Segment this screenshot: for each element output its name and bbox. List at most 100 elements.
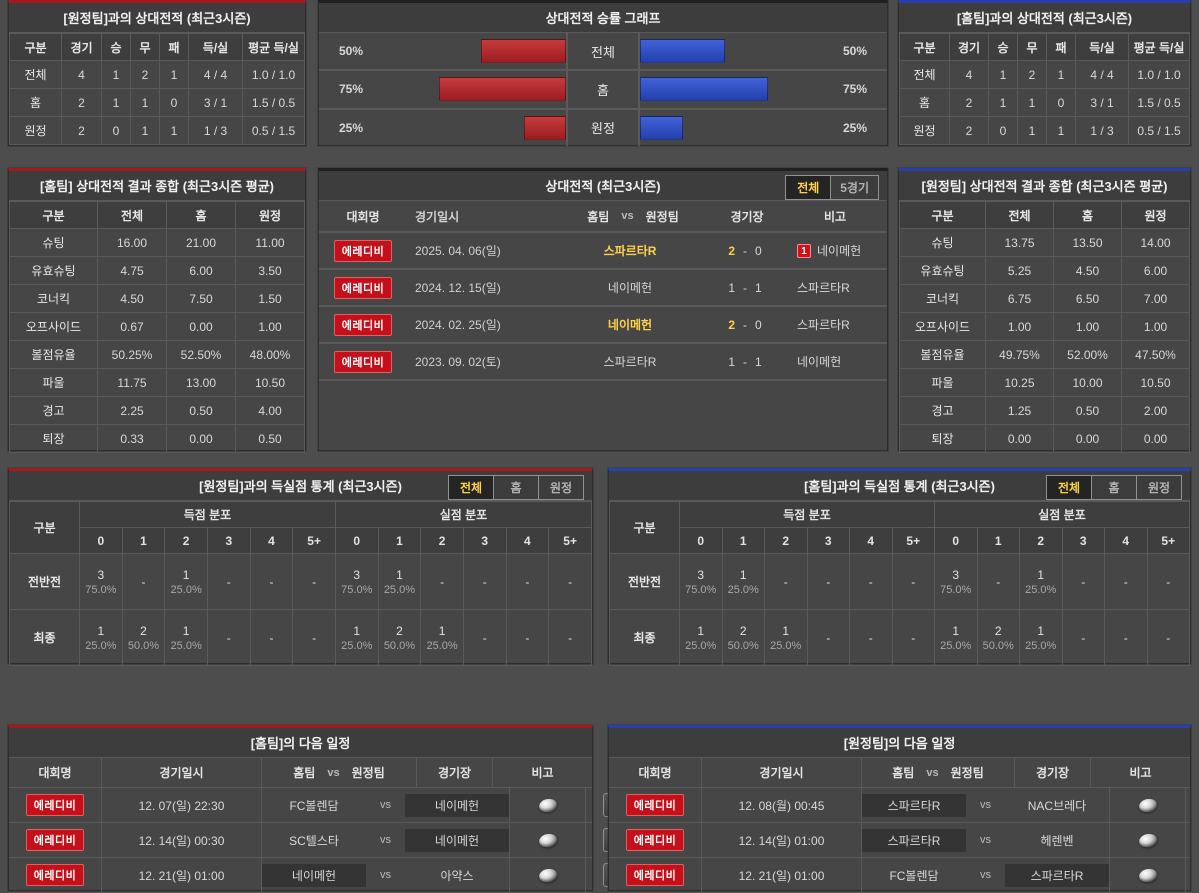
winrate-row-label: 홈: [566, 71, 640, 108]
league-badge: 에레디비: [625, 829, 685, 851]
dist-cell: -: [806, 609, 850, 666]
table-header-row: 구분 경기 승 무 패 득/실 평균 득/실: [9, 33, 305, 61]
score-count: 2: [420, 527, 464, 554]
score-count: 2: [164, 527, 208, 554]
dist-cell: 1 25.0%: [164, 609, 208, 666]
row-label: 유효슈팅: [899, 256, 986, 285]
left-percent-label: 25%: [339, 120, 364, 135]
stadium-icon[interactable]: [1137, 866, 1158, 884]
away-team-name: 네이메헌: [817, 244, 862, 258]
tab-away[interactable]: 원정: [1136, 475, 1182, 500]
results-header-row: 대회명 경기일시 홈팀 vs 원정팀 경기장 비고: [319, 201, 887, 233]
row-label: 파울: [899, 368, 986, 397]
panel-title-text: 상대전적 (최근3시즌): [545, 179, 661, 194]
table-row: 볼점유율 49.75% 52.00% 47.50%: [899, 340, 1190, 369]
vs-label: vs: [980, 869, 991, 881]
away-score: 1: [755, 354, 762, 369]
goalstats-away-table: 구분 득점 분포 실점 분포 0 1 2 3 4 5+ 0 1 2 3 4 5+ 전반전 3 75.0…: [9, 501, 593, 666]
home-score: 1: [728, 354, 735, 369]
stadium-icon[interactable]: [1137, 796, 1158, 814]
stat-value: 1: [988, 88, 1018, 117]
stat-value: 21.00: [166, 228, 236, 257]
dist-cell: -: [1104, 553, 1148, 610]
table-row: 경고 1.25 0.50 2.00: [899, 396, 1190, 425]
score-count: 5+: [548, 527, 592, 554]
score-count: 1: [121, 527, 166, 554]
col-header-match: 홈팀 vs 원정팀: [261, 758, 416, 787]
dist-cell: -: [891, 609, 935, 666]
dist-cell: 1 25.0%: [934, 609, 978, 666]
table-row: 오프사이드 1.00 1.00 1.00: [899, 312, 1190, 341]
stat-value: 0: [988, 116, 1018, 145]
stat-value: 2: [949, 116, 989, 145]
row-label: 전반전: [609, 553, 680, 610]
score-count: 5+: [891, 527, 935, 554]
col-header: 홈: [1053, 201, 1122, 229]
home-team-name: 네이메헌: [607, 281, 653, 295]
dist-cell: -: [462, 553, 507, 610]
away-score: 0: [755, 243, 762, 258]
score-count: 3: [806, 527, 850, 554]
stat-value: 1: [101, 60, 131, 89]
away-team-name: 스파르타R: [1005, 863, 1109, 887]
score-count: 3: [462, 527, 507, 554]
winrate-row: 75% 홈 75%: [319, 69, 887, 108]
tab-last5[interactable]: 5경기: [830, 175, 879, 200]
stat-value: 3 / 1: [1075, 88, 1129, 117]
stat-value: 2: [949, 88, 989, 117]
match-date: 2024. 02. 25(일): [415, 318, 501, 332]
dist-cell: 2 50.0%: [721, 609, 765, 666]
dist-cell: -: [1061, 553, 1105, 610]
table-row: 원정 2 0 1 1 1 / 3 0.5 / 1.5: [899, 116, 1190, 145]
match-date: 12. 21(일) 01:00: [701, 858, 861, 892]
tab-all[interactable]: 전체: [448, 475, 494, 500]
row-label: 퇴장: [899, 424, 986, 453]
table-row: 전반전 3 75.0% - 1 25.0% - - - 3 75.0% 1 25.0% …: [9, 553, 592, 610]
tab-all[interactable]: 전체: [1046, 475, 1092, 500]
corner-header: 구분: [9, 501, 80, 554]
tab-home[interactable]: 홈: [1091, 475, 1137, 500]
table-row: 최종 1 25.0% 2 50.0% 1 25.0% - - - 1 25.0% 2 50…: [9, 609, 592, 666]
row-label: 볼점유율: [899, 340, 986, 369]
away-winrate-bar: [640, 115, 683, 140]
stat-value: 0.50: [166, 396, 236, 425]
stadium-icon[interactable]: [1137, 831, 1158, 849]
score-count: 2: [764, 527, 808, 554]
stat-value: 52.50%: [166, 340, 236, 369]
col-header: 구분: [9, 33, 62, 61]
home-team-name: 스파르타R: [603, 244, 657, 258]
tab-all[interactable]: 전체: [785, 175, 832, 200]
tab-home[interactable]: 홈: [493, 475, 539, 500]
stat-value: 6.75: [985, 284, 1054, 313]
stadium-icon[interactable]: [537, 831, 558, 849]
score-count-header-row: 0 1 2 3 4 5+ 0 1 2 3 4 5+: [10, 527, 592, 554]
tab-away[interactable]: 원정: [538, 475, 584, 500]
stat-value: 3.50: [235, 256, 305, 285]
dist-cell: 1 25.0%: [420, 609, 464, 666]
stat-value: 0: [159, 88, 189, 117]
stat-value: 1.00: [1121, 312, 1190, 341]
stadium-icon[interactable]: [537, 796, 558, 814]
stat-value: 1: [1046, 60, 1076, 89]
stat-value: 0.00: [166, 312, 236, 341]
panel-goalstats-vs-away: [원정팀]과의 득실점 통계 (최근3시즌) 전체 홈 원정 구분 득점 분포 …: [8, 468, 593, 666]
home-bar-track: [396, 39, 566, 64]
away-team-name: 아약스: [440, 868, 474, 883]
score-count: 0: [934, 527, 978, 554]
match-date: 12. 14(일) 01:00: [701, 823, 861, 857]
stadium-icon[interactable]: [537, 866, 558, 884]
table-row: 코너킥 4.50 7.50 1.50: [9, 284, 305, 313]
winrate-row-label: 원정: [566, 109, 640, 146]
col-header-venue: 경기장: [1014, 758, 1090, 787]
panel-h2h-results: 상대전적 (최근3시즌) 전체 5경기 대회명 경기일시 홈팀 vs 원정팀 경…: [318, 168, 1122, 451]
dist-cell: 1 25.0%: [679, 609, 723, 666]
match-date: 2024. 12. 15(일): [415, 281, 501, 295]
panel-title-text: [원정팀]과의 득실점 통계 (최근3시즌): [199, 479, 402, 494]
score-count: 0: [334, 527, 379, 554]
left-percent-label: 50%: [339, 44, 364, 59]
stat-value: 7.50: [166, 284, 236, 313]
